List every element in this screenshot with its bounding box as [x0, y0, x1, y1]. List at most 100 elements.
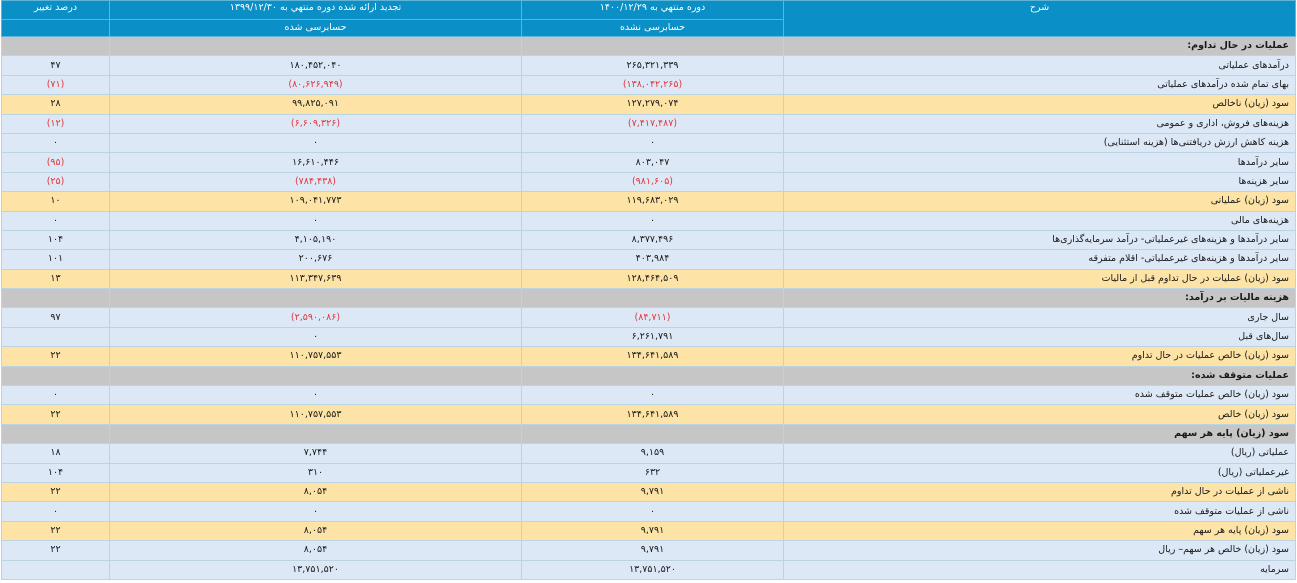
previous-value-cell: ۰: [109, 210, 522, 231]
change-cell: [1, 288, 110, 309]
previous-value-cell: [109, 423, 522, 445]
description-cell: هزینه کاهش ارزش دریافتنی‌ها (هزینه استثن…: [783, 132, 1296, 154]
description-cell: سود (زيان) خالص عملیات متوقف شده: [783, 385, 1296, 406]
table-row: ۰ ۰ ۰ ناشی از عملیات متوقف شده: [1, 501, 1296, 522]
current-value-cell: [521, 288, 784, 309]
description-cell: درآمدهای عملیاتی: [783, 55, 1296, 76]
description-cell: غیرعملیاتی (ریال): [783, 462, 1296, 483]
change-cell: ۲۲: [1, 481, 110, 503]
change-cell: ۴۷: [1, 55, 110, 76]
change-cell: ۱۸: [1, 443, 110, 464]
current-value-cell: ۲۶۵,۳۲۱,۳۳۹: [521, 55, 784, 76]
description-cell: سود (زيان) عملیاتی: [783, 191, 1296, 212]
previous-value-cell: (۸۰,۶۲۶,۹۴۹): [109, 74, 522, 96]
change-cell: ۲۲: [1, 540, 110, 561]
table-row: ۰ ۰ ۰ هزینه‌های مالی: [1, 210, 1296, 231]
description-cell: سایر درآمدها: [783, 152, 1296, 173]
total-row: ۲۲ ۱۱۰,۷۵۷,۵۵۳ ۱۳۴,۶۴۱,۵۸۹ سود (زيان) خالص …: [1, 346, 1296, 367]
table-row: (۹۵) ۱۶,۶۱۰,۴۴۶ ۸۰۳,۰۴۷ سایر درآمدها: [1, 152, 1296, 173]
description-cell: هزینه‌های مالی: [783, 210, 1296, 231]
change-cell: [1, 365, 110, 387]
current-value-cell: ۰: [521, 501, 784, 522]
change-cell: ۰: [1, 501, 110, 522]
table-row: ۰ ۰ ۰ هزینه کاهش ارزش دریافتنی‌ها (هزینه اس…: [1, 132, 1296, 154]
change-cell: ۰: [1, 385, 110, 406]
previous-value-cell: ۱۸۰,۴۵۲,۰۴۰: [109, 55, 522, 76]
current-value-cell: ۱۳۴,۶۴۱,۵۸۹: [521, 346, 784, 367]
header-change-blank: [1, 19, 110, 37]
previous-value-cell: ۱۱۰,۷۵۷,۵۵۳: [109, 346, 522, 367]
change-cell: (۲۵): [1, 171, 110, 193]
change-cell: ۲۲: [1, 346, 110, 367]
table-row: ۱۰۴ ۳۱۰ ۶۳۲ غیرعملیاتی (ریال): [1, 462, 1296, 483]
change-cell: (۹۵): [1, 152, 110, 173]
description-cell: عملیات در حال تداوم:: [783, 35, 1296, 57]
table-row: (۲۵) (۷۸۴,۴۳۸) (۹۸۱,۶۰۵) سایر هزینه‌ها: [1, 171, 1296, 193]
current-value-cell: ۱۳,۷۵۱,۵۲۰: [521, 559, 784, 580]
description-cell: ناشی از عملیات در حال تداوم: [783, 481, 1296, 503]
description-cell: سود (زيان) پایه هر سهم: [783, 423, 1296, 445]
current-value-cell: [521, 423, 784, 445]
header-change: درصد تغییر: [1, 0, 110, 20]
description-cell: سرمایه: [783, 559, 1296, 580]
description-cell: سال‌های قبل: [783, 326, 1296, 348]
table-body: عملیات در حال تداوم: ۴۷ ۱۸۰,۴۵۲,۰۴۰ ۲۶۵,۳۲۱…: [1, 35, 1296, 580]
change-cell: ۲۲: [1, 520, 110, 542]
current-value-cell: ۹,۷۹۱: [521, 540, 784, 561]
current-value-cell: ۱۲۷,۲۷۹,۰۷۴: [521, 94, 784, 115]
header-current-period: دوره منتهي به ۱۴۰۰/۱۲/۲۹: [521, 0, 784, 20]
change-cell: ۱۰: [1, 191, 110, 212]
total-row: ۱۰ ۱۰۹,۰۴۱,۷۷۳ ۱۱۹,۶۸۳,۰۲۹ سود (زيان) عملیا…: [1, 191, 1296, 212]
description-cell: سود (زيان) خالص هر سهم– ریال: [783, 540, 1296, 561]
previous-value-cell: [109, 365, 522, 387]
change-cell: ۲۲: [1, 404, 110, 425]
previous-value-cell: ۱۶,۶۱۰,۴۴۶: [109, 152, 522, 173]
table-row: (۱۲) (۶,۶۰۹,۳۲۶) (۷,۴۱۷,۴۸۷) هزینه‌های فروش…: [1, 113, 1296, 134]
previous-value-cell: ۱۰۹,۰۴۱,۷۷۳: [109, 191, 522, 212]
current-value-cell: (۷,۴۱۷,۴۸۷): [521, 113, 784, 134]
current-value-cell: ۶,۲۶۱,۷۹۱: [521, 326, 784, 348]
change-cell: [1, 559, 110, 580]
table-row: ۹۷ (۲,۵۹۰,۰۸۶) (۸۴,۷۱۱) سال جاری: [1, 307, 1296, 328]
previous-value-cell: ۸,۰۵۴: [109, 540, 522, 561]
previous-value-cell: (۲,۵۹۰,۰۸۶): [109, 307, 522, 328]
current-value-cell: [521, 35, 784, 57]
change-cell: ۰: [1, 132, 110, 154]
previous-value-cell: [109, 35, 522, 57]
current-value-cell: (۹۸۱,۶۰۵): [521, 171, 784, 193]
description-cell: سود (زيان) عملیات در حال تداوم قبل از ما…: [783, 268, 1296, 290]
section-row: عملیات متوقف شده:: [1, 365, 1296, 387]
previous-value-cell: ۱۱۰,۷۵۷,۵۵۳: [109, 404, 522, 425]
description-cell: سود (زيان) خالص عملیات در حال تداوم: [783, 346, 1296, 367]
previous-value-cell: [109, 288, 522, 309]
current-value-cell: ۱۳۴,۶۴۱,۵۸۹: [521, 404, 784, 425]
change-cell: ۱۰۱: [1, 249, 110, 270]
total-row: ۲۲ ۸,۰۵۴ ۹,۷۹۱ سود (زيان) پایه هر سهم: [1, 520, 1296, 542]
change-cell: (۱۲): [1, 113, 110, 134]
total-row: ۲۲ ۱۱۰,۷۵۷,۵۵۳ ۱۳۴,۶۴۱,۵۸۹ سود (زيان) خالص: [1, 404, 1296, 425]
description-cell: بهای تمام شده درآمدهای عملیاتی: [783, 74, 1296, 96]
previous-value-cell: ۳۱۰: [109, 462, 522, 483]
current-value-cell: (۱۳۸,۰۴۲,۲۶۵): [521, 74, 784, 96]
description-cell: سود (زيان) پایه هر سهم: [783, 520, 1296, 542]
header-description: شرح: [783, 0, 1296, 37]
previous-value-cell: ۴,۱۰۵,۱۹۰: [109, 229, 522, 251]
current-value-cell: ۱۱۹,۶۸۳,۰۲۹: [521, 191, 784, 212]
change-cell: ۹۷: [1, 307, 110, 328]
header-previous-period: تجدید ارائه شده دوره منتهي به ۱۳۹۹/۱۲/۳۰: [109, 0, 522, 20]
table-row: ۱۸ ۷,۷۴۴ ۹,۱۵۹ عملیاتی (ریال): [1, 443, 1296, 464]
description-cell: عملیات متوقف شده:: [783, 365, 1296, 387]
table-row: ۱۰۱ ۲۰۰,۶۷۶ ۴۰۳,۹۸۴ سایر درآمدها و هزینه‌ها…: [1, 249, 1296, 270]
change-cell: [1, 35, 110, 57]
change-cell: [1, 423, 110, 445]
previous-value-cell: ۷,۷۴۴: [109, 443, 522, 464]
table-row: ۱۰۴ ۴,۱۰۵,۱۹۰ ۸,۳۷۷,۴۹۶ سایر درآمدها و هزین…: [1, 229, 1296, 251]
change-cell: ۲۸: [1, 94, 110, 115]
current-value-cell: ۰: [521, 132, 784, 154]
current-value-cell: [521, 365, 784, 387]
total-row: ۲۲ ۸,۰۵۴ ۹,۷۹۱ ناشی از عملیات در حال تداوم: [1, 481, 1296, 503]
table-row: (۷۱) (۸۰,۶۲۶,۹۴۹) (۱۳۸,۰۴۲,۲۶۵) بهای تمام ش…: [1, 74, 1296, 96]
description-cell: سایر درآمدها و هزینه‌های غیرعملیاتی- اقل…: [783, 249, 1296, 270]
table-row: ۰ ۶,۲۶۱,۷۹۱ سال‌های قبل: [1, 326, 1296, 348]
